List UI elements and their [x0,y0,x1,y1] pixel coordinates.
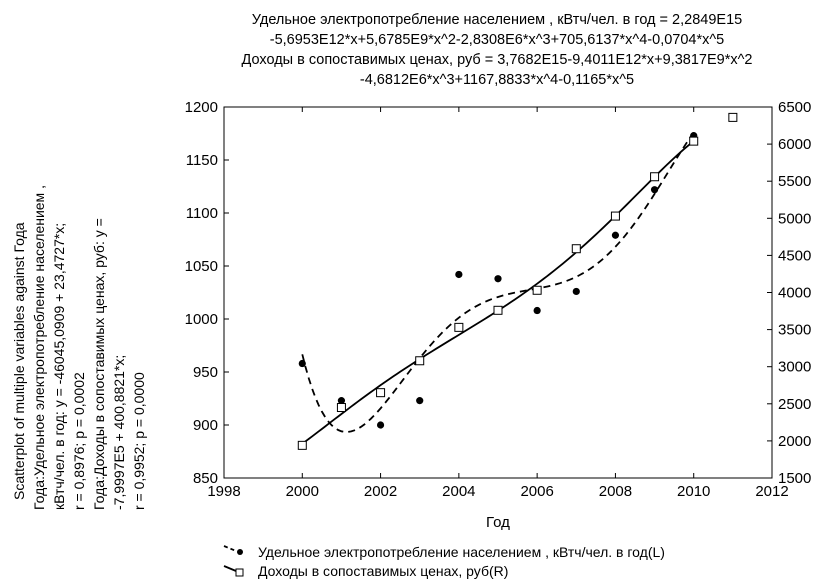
point-series-2 [610,211,620,221]
point-series-1 [337,397,346,405]
point-series-2 [336,403,346,413]
point-series-1 [611,231,620,239]
y-left-tick-label: 1000 [185,311,218,328]
point-series-2 [297,440,307,450]
side-annotation-line-4: r = 0,8976; p = 0,0002 [71,372,87,510]
y-right-tick-label: 3000 [778,359,811,376]
x-tick-label: 2004 [442,483,475,500]
y-left-tick-label: 950 [193,364,218,381]
side-annotation-line-7: r = 0,9952; p = 0,0000 [131,372,147,510]
fit-curves [301,132,695,445]
point-series-1 [298,359,306,368]
point-series-2 [689,136,699,146]
point-series-2 [415,356,425,366]
chart-title-line-1: Удельное электропотребление населением ,… [252,12,742,28]
fit-curve-1 [301,132,695,433]
side-annotation-line-3: кВтч/чел. в год: y = -46045,0909 + 23,47… [51,223,67,510]
chart-title-line-4: -4,6812E6*x^3+1167,8833*x^4-0,1165*x^5 [360,72,634,88]
legend-swatch-line-1 [223,545,237,552]
y-left-tick-label: 900 [193,417,218,434]
fit-curve-2 [301,140,695,445]
legend-label-2: Доходы в сопоставимых ценах, руб(R) [258,563,508,579]
x-axis: 1998 2000 2002 2004 2006 2008 2010 2012 [207,107,789,500]
y-axis-right: 1500 2000 2500 3000 3500 4000 4500 5000 5500 6000… [767,99,811,487]
x-tick-label: 1998 [207,483,240,500]
y-right-tick-label: 4500 [778,247,811,264]
x-axis-label: Год [486,514,510,531]
y-right-tick-label: 5500 [778,173,811,190]
x-tick-label: 2006 [520,483,553,500]
y-right-tick-label: 2500 [778,396,811,413]
y-right-tick-label: 4000 [778,285,811,302]
point-series-1 [416,397,424,405]
x-tick-label: 2008 [599,483,632,500]
y-right-tick-label: 6000 [778,136,811,153]
point-series-1 [572,287,580,296]
side-annotation-line-5: Года:Доходы в сопоставимых ценах, руб: y… [91,218,107,510]
legend-swatch-marker-1 [237,549,243,555]
point-series-1 [650,186,659,194]
point-series-2 [650,172,660,182]
data-points [297,112,738,450]
chart-title-line-2: -5,6953E12*x+5,6785E9*x^2-2,8308E6*x^3+7… [270,32,725,48]
y-left-tick-label: 1050 [185,258,218,275]
point-series-2 [376,388,386,398]
point-series-2 [454,322,464,332]
side-annotation: Scatterplot of multiple variables agains… [11,185,147,510]
legend-item-1: Удельное электропотребление населением ,… [223,544,665,560]
y-right-tick-label: 1500 [778,470,811,487]
y-right-tick-label: 5000 [778,210,811,227]
point-series-1 [494,275,502,283]
y-right-tick-label: 6500 [778,99,811,116]
y-right-tick-label: 3500 [778,322,811,339]
legend-swatch-line-2 [223,565,237,572]
point-series-2 [493,305,503,315]
chart-title: Удельное электропотребление населением ,… [241,12,752,88]
y-right-tick-label: 2000 [778,433,811,450]
point-series-1 [376,421,385,429]
point-series-2 [728,112,738,122]
y-left-tick-label: 850 [193,470,218,487]
plot-area-frame [223,106,773,479]
point-series-1 [455,270,463,279]
x-tick-label: 2010 [677,483,710,500]
y-left-tick-label: 1150 [186,152,218,169]
point-series-2 [571,244,581,254]
y-left-tick-label: 1200 [185,99,218,116]
legend: Удельное электропотребление населением ,… [223,544,665,579]
x-tick-label: 2002 [364,483,397,500]
chart-title-line-3: Доходы в сопоставимых ценах, руб = 3,768… [241,52,752,68]
x-tick-label: 2000 [286,483,319,500]
point-series-1 [533,306,541,315]
legend-label-1: Удельное электропотребление населением ,… [258,544,665,560]
y-left-tick-label: 1100 [186,205,218,222]
side-annotation-line-1: Scatterplot of multiple variables agains… [11,222,27,500]
side-annotation-line-6: -7,9997E5 + 400,8821*x; [111,355,127,510]
legend-swatch-marker-2 [235,568,244,577]
y-axis-left: 850 900 950 1000 1050 1100 1150 1200 [185,99,229,487]
side-annotation-line-2: Года:Удельное электропотребление населен… [31,185,47,510]
point-series-2 [532,285,542,295]
x-tick-label: 2012 [755,483,788,500]
legend-item-2: Доходы в сопоставимых ценах, руб(R) [223,563,508,579]
